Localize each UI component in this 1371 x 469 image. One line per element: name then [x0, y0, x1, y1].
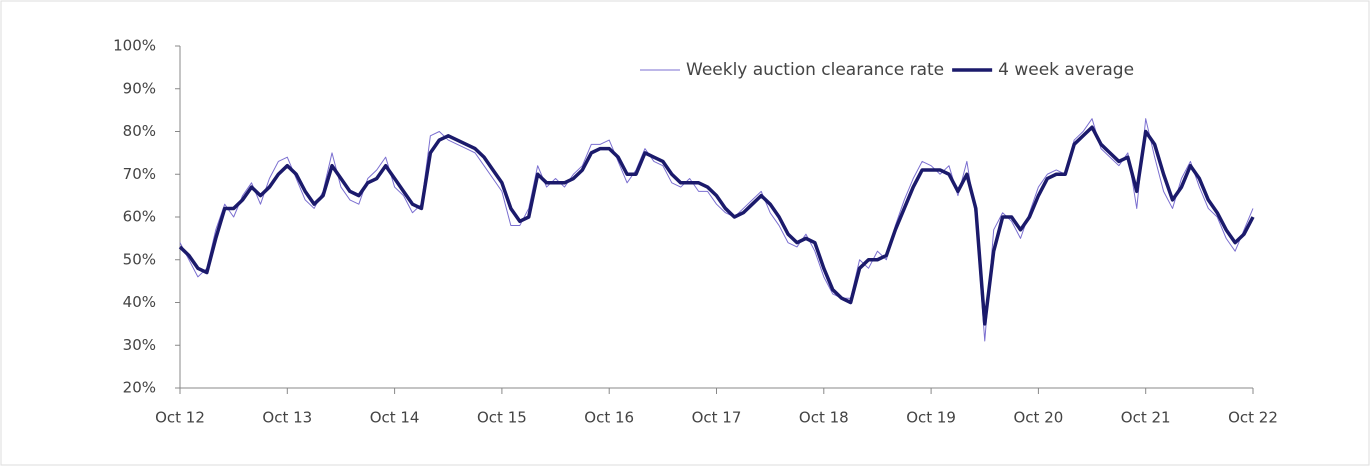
y-tick-label: 30% — [123, 336, 156, 354]
y-tick-label: 60% — [123, 208, 156, 226]
y-tick-label: 90% — [123, 79, 156, 97]
legend-label: Weekly auction clearance rate — [686, 60, 944, 80]
x-tick-label: Oct 21 — [1121, 409, 1171, 427]
x-tick-label: Oct 16 — [584, 409, 634, 427]
x-tick-label: Oct 22 — [1228, 409, 1278, 427]
line-series — [178, 125, 1255, 326]
x-tick-label: Oct 20 — [1014, 409, 1064, 427]
y-tick-label: 40% — [123, 293, 156, 311]
y-tick-label: 20% — [123, 379, 156, 397]
x-tick-label: Oct 19 — [906, 409, 956, 427]
x-tick-label: Oct 12 — [155, 409, 205, 427]
x-tick-label: Oct 13 — [262, 409, 312, 427]
x-tick-label: Oct 18 — [799, 409, 849, 427]
y-tick-label: 100% — [113, 37, 156, 55]
y-tick-label: 80% — [123, 122, 156, 140]
x-tick-label: Oct 14 — [370, 409, 420, 427]
legend-label: 4 week average — [998, 60, 1134, 80]
y-tick-label: 50% — [123, 250, 156, 268]
line-series — [179, 118, 1254, 342]
y-tick-label: 70% — [123, 165, 156, 183]
x-tick-label: Oct 17 — [692, 409, 742, 427]
x-tick-label: Oct 15 — [477, 409, 527, 427]
